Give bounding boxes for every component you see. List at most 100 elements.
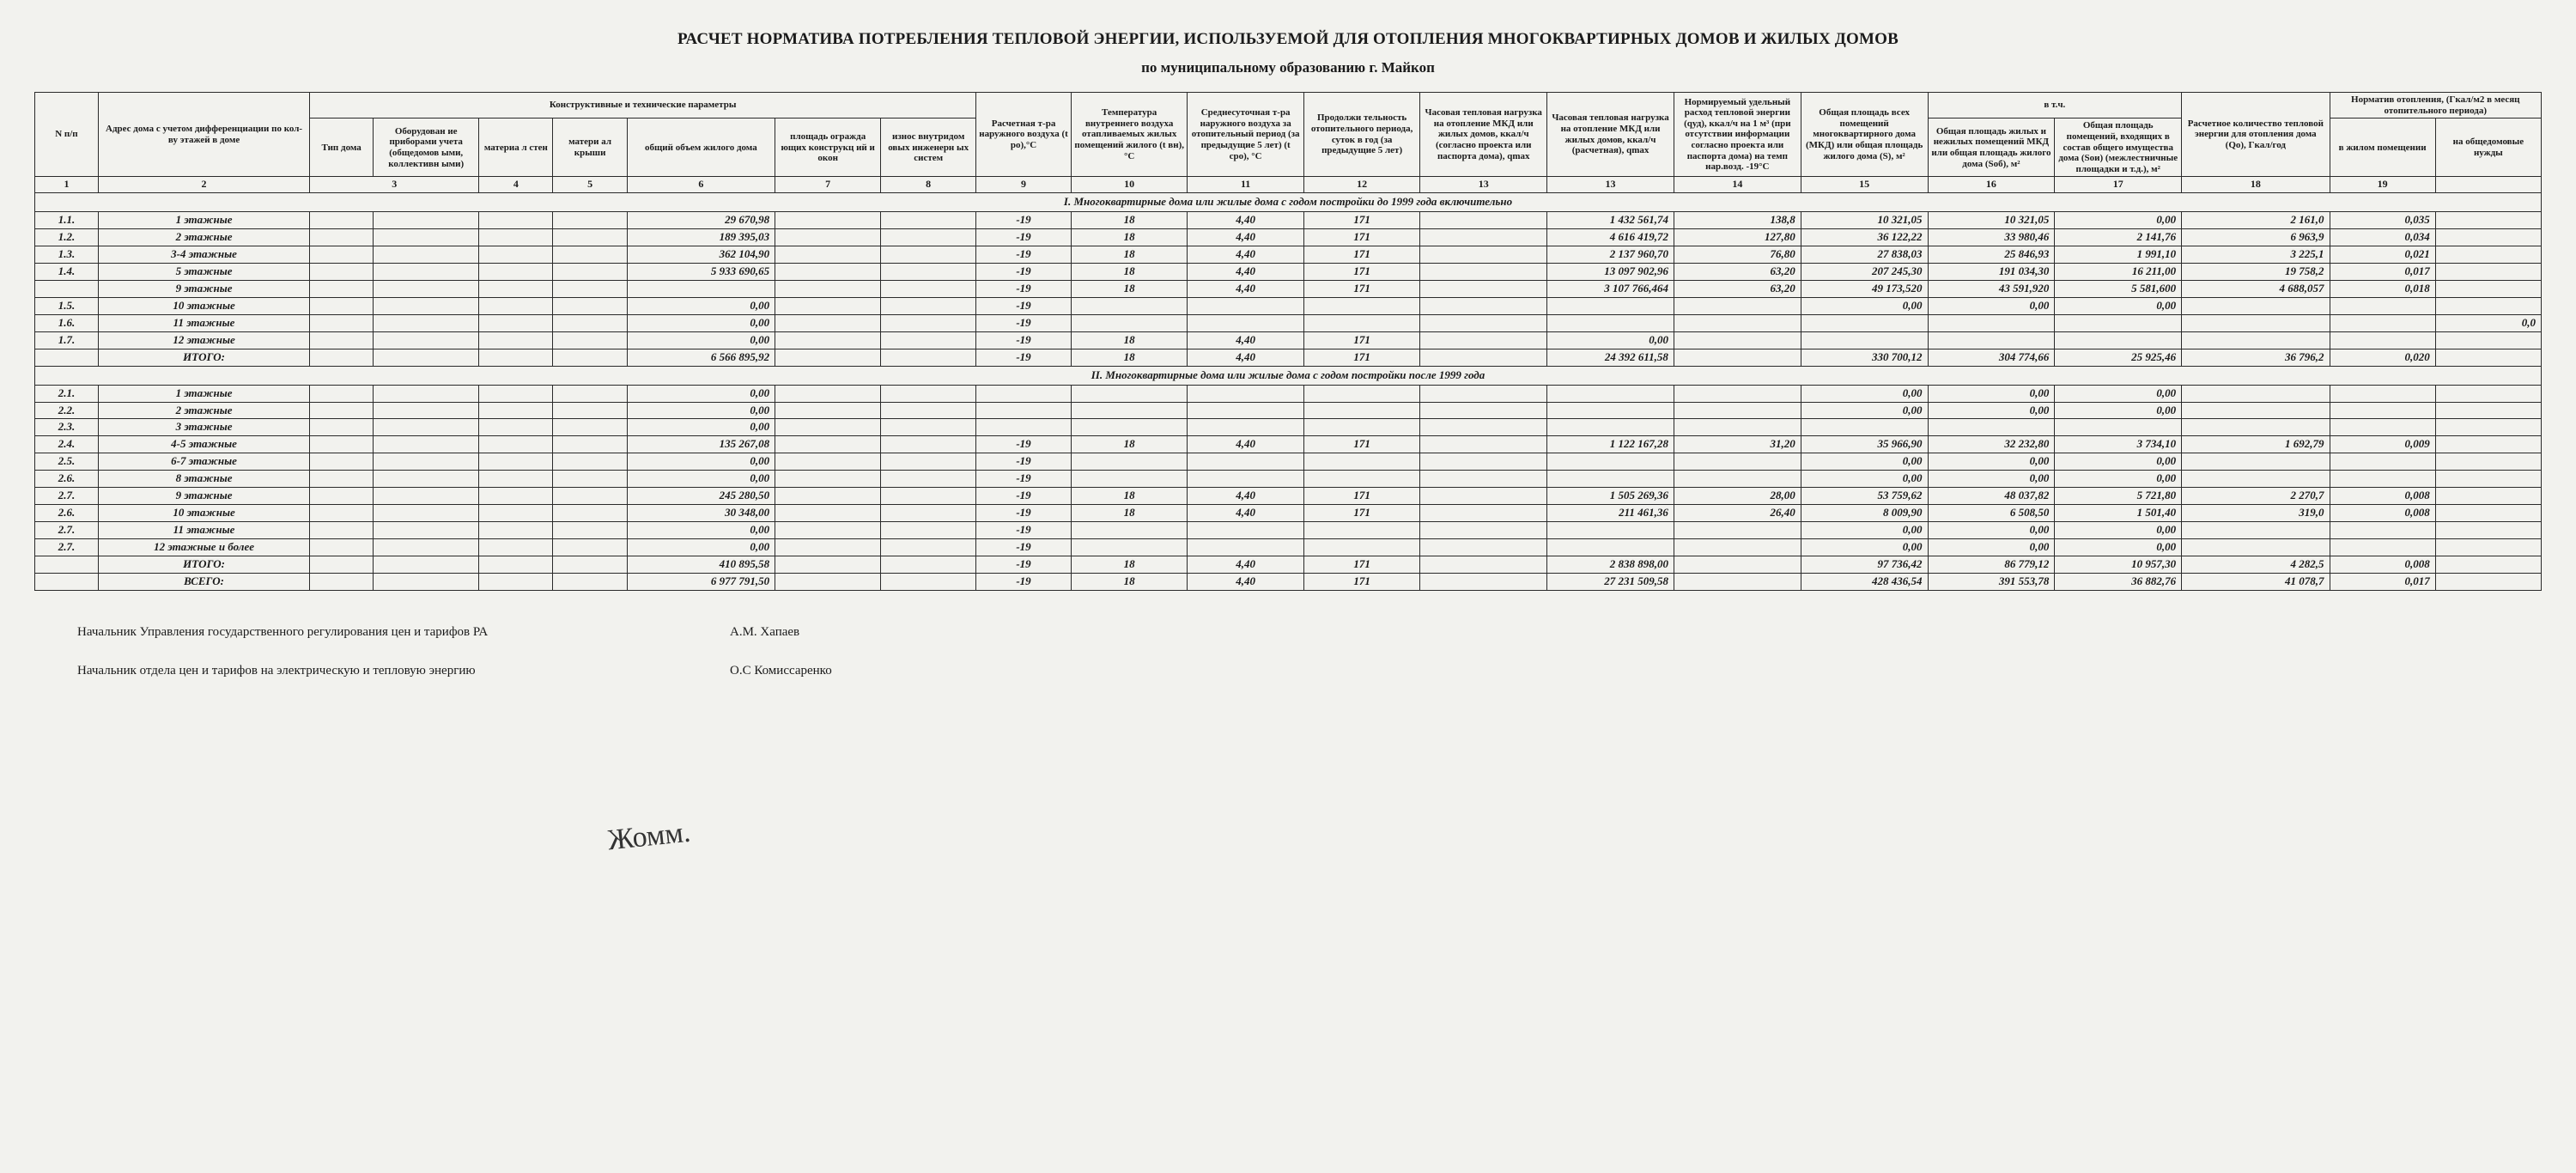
table-cell	[553, 314, 627, 331]
table-cell: 4,40	[1188, 212, 1303, 229]
table-cell: 3 107 766,464	[1547, 280, 1674, 297]
table-cell	[1674, 349, 1801, 366]
col-days: Продолжи тельность отопительного периода…	[1303, 93, 1419, 177]
table-cell: 16 211,00	[2055, 264, 2182, 281]
table-cell	[1674, 331, 1801, 349]
table-cell	[2435, 556, 2541, 573]
table-cell	[479, 556, 553, 573]
table-cell	[1674, 471, 1801, 488]
table-cell	[553, 573, 627, 590]
table-cell	[1188, 402, 1303, 419]
table-cell	[479, 385, 553, 402]
table-cell	[310, 212, 374, 229]
sign-name-1: А.М. Хапаев	[730, 625, 799, 640]
table-cell: 171	[1303, 488, 1419, 505]
table-cell	[2182, 419, 2330, 436]
table-cell: 0,00	[1547, 331, 1674, 349]
table-cell	[2055, 331, 2182, 349]
table-cell: 18	[1071, 349, 1187, 366]
main-table: N п/п Адрес дома с учетом дифференциации…	[34, 92, 2542, 591]
table-cell	[775, 505, 881, 522]
col-matsten: материа л стен	[479, 119, 553, 177]
col-tro: Расчетная т-ра наружного воздуха (t ро),…	[976, 93, 1072, 177]
table-cell: -19	[976, 280, 1072, 297]
table-cell	[881, 419, 976, 436]
table-cell: 0,018	[2330, 280, 2435, 297]
table-cell: -19	[976, 212, 1072, 229]
table-row: 1.5.10 этажные 0,00-19 0,000,000,00	[35, 297, 2542, 314]
table-cell	[310, 385, 374, 402]
table-row: 2.5.6-7 этажные 0,00-19 0,000,000,00	[35, 453, 2542, 471]
col-plog: площадь огражда ющих конструкц ий и окон	[775, 119, 881, 177]
table-cell	[775, 402, 881, 419]
table-cell	[553, 331, 627, 349]
table-cell: 3-4 этажные	[98, 246, 309, 264]
table-cell: 171	[1303, 280, 1419, 297]
col-n1: в жилом помещении	[2330, 119, 2435, 177]
table-cell	[310, 436, 374, 453]
table-cell: 428 436,54	[1801, 573, 1928, 590]
table-cell	[775, 453, 881, 471]
table-cell	[2435, 539, 2541, 556]
table-cell	[881, 453, 976, 471]
table-row: 2.4.4-5 этажные 135 267,08-19184,40171 1…	[35, 436, 2542, 453]
table-cell: 18	[1071, 436, 1187, 453]
col-addr: Адрес дома с учетом дифференциации по ко…	[98, 93, 309, 177]
table-cell	[2182, 402, 2330, 419]
table-row: 2.7.9 этажные 245 280,50-19184,40171 1 5…	[35, 488, 2542, 505]
table-cell: 0,00	[627, 471, 775, 488]
table-cell	[881, 556, 976, 573]
table-cell	[775, 212, 881, 229]
table-cell: 0,00	[1801, 522, 1928, 539]
table-row: 1.7.12 этажные 0,00-19184,40171 0,00	[35, 331, 2542, 349]
table-cell: 10 этажные	[98, 297, 309, 314]
table-cell	[1303, 522, 1419, 539]
table-cell	[2055, 314, 2182, 331]
table-cell	[1071, 522, 1187, 539]
table-cell	[2435, 573, 2541, 590]
table-cell	[1188, 419, 1303, 436]
col-group-vtch: в т.ч.	[1928, 93, 2182, 119]
table-cell: 0,00	[1801, 471, 1928, 488]
table-cell: 171	[1303, 349, 1419, 366]
table-cell: 13 097 902,96	[1547, 264, 1674, 281]
table-cell: 2 137 960,70	[1547, 246, 1674, 264]
table-cell: -19	[976, 264, 1072, 281]
table-cell	[881, 246, 976, 264]
table-cell	[2182, 522, 2330, 539]
table-cell: 76,80	[1674, 246, 1801, 264]
table-cell	[310, 419, 374, 436]
table-cell	[553, 385, 627, 402]
table-cell	[1674, 556, 1801, 573]
table-cell: 4,40	[1188, 505, 1303, 522]
table-cell	[881, 573, 976, 590]
table-row: 2.7.11 этажные 0,00-19 0,000,000,00	[35, 522, 2542, 539]
table-row: 1.1.1 этажные 29 670,98-19184,40171 1 43…	[35, 212, 2542, 229]
table-cell	[627, 280, 775, 297]
table-row: 2.2.2 этажные 0,00 0,000,000,00	[35, 402, 2542, 419]
table-cell: 0,00	[1928, 385, 2055, 402]
table-cell	[881, 229, 976, 246]
table-cell	[1420, 419, 1547, 436]
table-cell	[1071, 471, 1187, 488]
table-cell	[374, 297, 479, 314]
table-cell	[1420, 539, 1547, 556]
table-cell	[2330, 402, 2435, 419]
table-cell: 32 232,80	[1928, 436, 2055, 453]
table-cell	[2330, 385, 2435, 402]
table-cell: 211 461,36	[1547, 505, 1674, 522]
table-cell: 48 037,82	[1928, 488, 2055, 505]
table-cell	[1071, 419, 1187, 436]
table-cell	[310, 349, 374, 366]
table-cell: 1 501,40	[2055, 505, 2182, 522]
table-cell: -19	[976, 556, 1072, 573]
table-cell	[310, 539, 374, 556]
table-cell	[2435, 522, 2541, 539]
table-cell: 0,00	[1928, 522, 2055, 539]
table-cell: 245 280,50	[627, 488, 775, 505]
table-cell: ИТОГО:	[98, 556, 309, 573]
table-cell: 171	[1303, 264, 1419, 281]
table-cell	[479, 349, 553, 366]
table-cell	[2435, 297, 2541, 314]
table-cell	[2182, 453, 2330, 471]
